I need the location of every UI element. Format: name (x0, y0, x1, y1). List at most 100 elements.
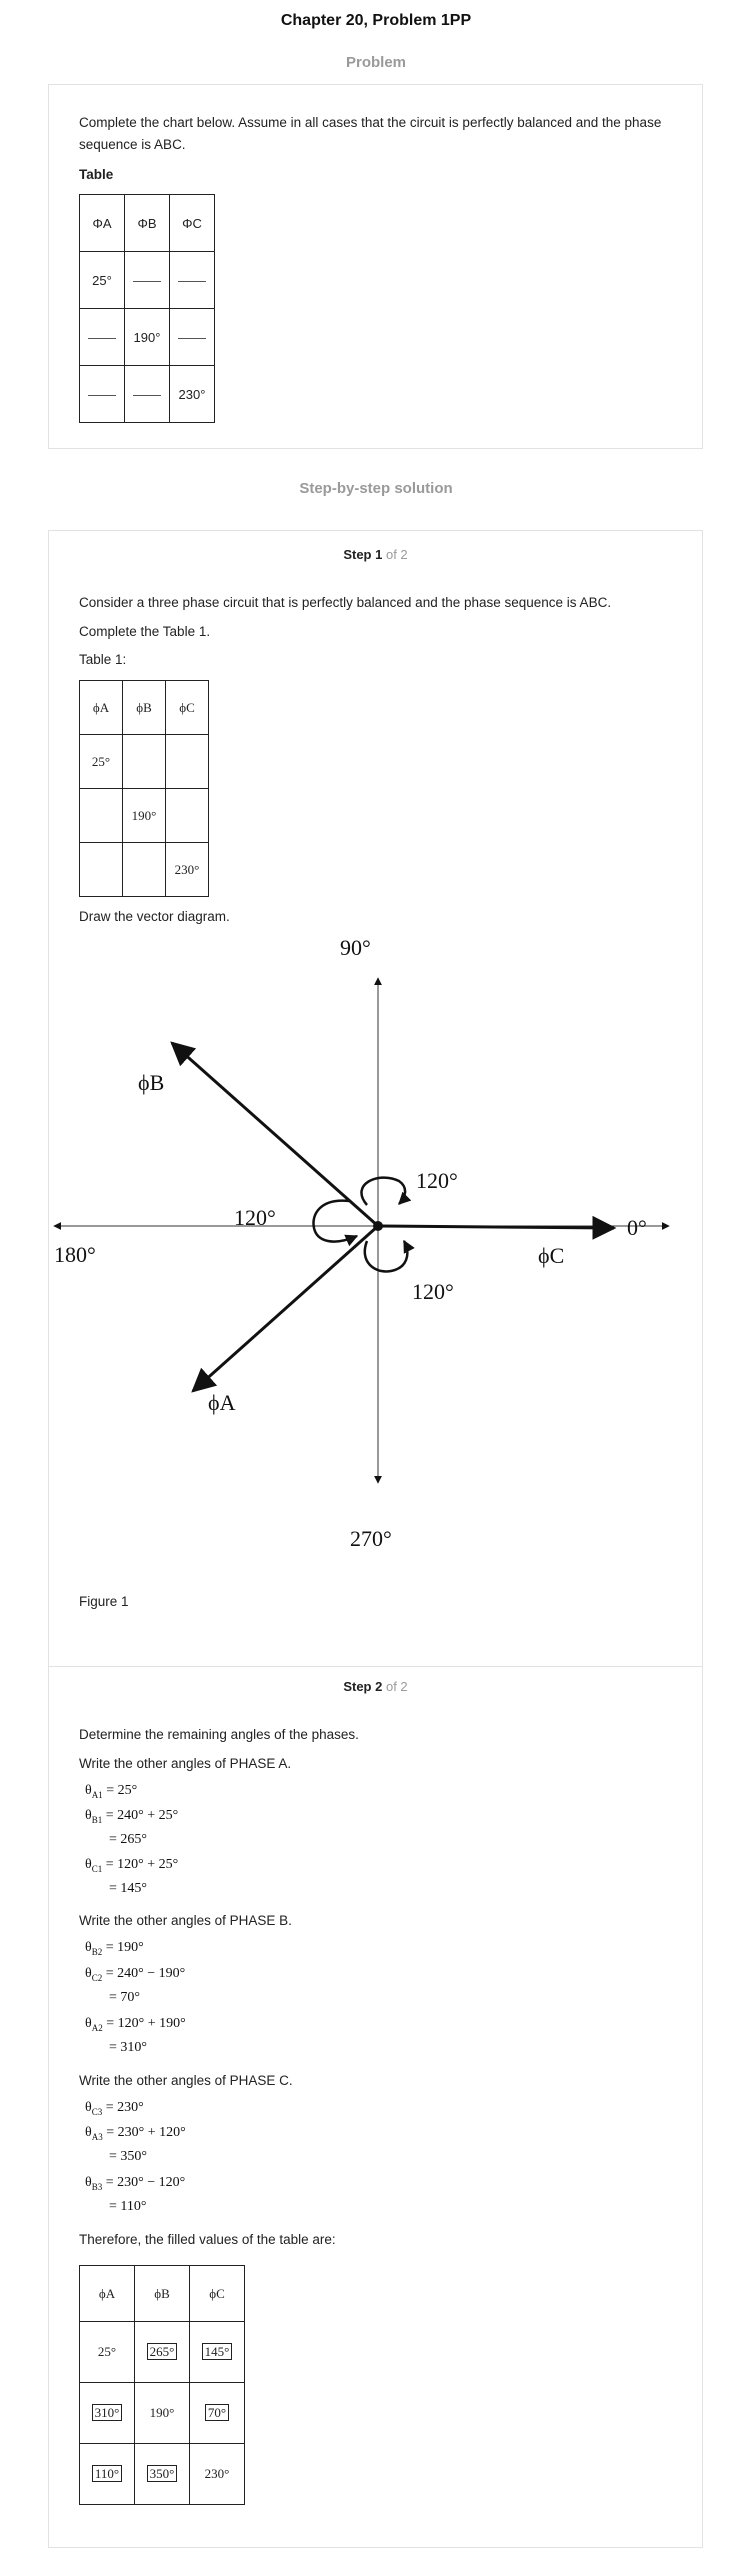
table-cell: 190° (134, 2382, 190, 2444)
table-cell (165, 788, 209, 843)
eq-rhs: = 240° + 25° (105, 1808, 179, 1823)
step-2-paragraph: Write the other angles of PHASE B. (79, 1913, 292, 1928)
label-phase-b: ϕB (138, 1070, 164, 1095)
label-phase-c: ϕC (538, 1243, 564, 1268)
boxed-value: 110° (91, 2465, 123, 2482)
table-row: 310° 190° 70° (79, 2382, 245, 2444)
step-1-paragraph: Draw the vector diagram. (79, 909, 230, 924)
table-row: 25° (79, 734, 209, 789)
eq-subscript: A1 (91, 1789, 103, 1800)
eq-symbol: θ (85, 2125, 92, 2140)
eq-rhs: = 230° + 120° (106, 2125, 186, 2140)
label-angle-bottom: 120° (412, 1279, 454, 1304)
table-header: ϕB (134, 2265, 190, 2322)
eq-symbol: θ (85, 1808, 92, 1823)
boxed-value: 70° (204, 2404, 230, 2421)
table-header-row: ϕA ϕB ϕC (79, 2265, 245, 2322)
eq-rhs: = 120° + 25° (105, 1857, 179, 1872)
equation-line: θB2 = 190° (85, 1940, 144, 1957)
table-row: 190° (79, 788, 209, 843)
dash-mark (133, 280, 161, 282)
table-cell: 310° (79, 2382, 135, 2444)
eq-symbol: θ (85, 1966, 92, 1981)
eq-symbol: θ (85, 2175, 92, 2190)
angle-arc-top (360, 1176, 412, 1206)
table-cell: 110° (79, 2443, 135, 2505)
equation-line: = 350° (109, 2149, 147, 2164)
eq-symbol: θ (85, 1783, 92, 1798)
eq-subscript: C3 (91, 2106, 103, 2117)
label-270: 270° (350, 1526, 392, 1551)
eq-subscript: C2 (91, 1972, 103, 1983)
eq-subscript: B3 (91, 2181, 103, 2192)
equation-line: θA3 = 230° + 120° (85, 2125, 186, 2142)
solution-card: Step 1 of 2 Consider a three phase circu… (48, 530, 703, 2548)
table-cell (124, 365, 170, 423)
table-cell (122, 842, 166, 897)
table-header: ΦA (79, 194, 125, 252)
eq-symbol: θ (85, 1857, 92, 1872)
step-2-paragraph: Therefore, the filled values of the tabl… (79, 2232, 336, 2247)
equation-line: = 265° (109, 1832, 147, 1847)
boxed-value: 145° (201, 2343, 233, 2360)
table-cell: 25° (79, 2321, 135, 2383)
equation-line: θC1 = 120° + 25° (85, 1857, 178, 1874)
eq-symbol: θ (85, 1940, 92, 1955)
eq-rhs: = 190° (105, 1940, 144, 1955)
solution-heading: Step-by-step solution (299, 480, 453, 497)
table-cell (169, 308, 215, 366)
equation-line: θB1 = 240° + 25° (85, 1808, 178, 1825)
origin-point (373, 1221, 383, 1231)
dash-mark (88, 337, 116, 339)
eq-subscript: B2 (91, 1946, 103, 1957)
eq-rhs: = 230° − 120° (105, 2175, 186, 2190)
table-cell: 70° (189, 2382, 245, 2444)
table-header: ΦB (124, 194, 170, 252)
table-header-row: ϕA ϕB ϕC (79, 680, 209, 735)
boxed-value: 350° (146, 2465, 178, 2482)
table-cell (79, 308, 125, 366)
equation-line: = 145° (109, 1881, 147, 1896)
equation-line: θB3 = 230° − 120° (85, 2175, 185, 2192)
eq-subscript: C1 (91, 1863, 103, 1874)
angle-arc-left (312, 1199, 359, 1247)
label-angle-left: 120° (234, 1205, 276, 1230)
table-cell (169, 251, 215, 309)
dash-mark (88, 394, 116, 396)
label-phase-a: ϕA (208, 1390, 236, 1415)
step-1-header: Step 1 of 2 (49, 547, 702, 562)
eq-symbol: θ (85, 2016, 92, 2031)
table-row: 110° 350° 230° (79, 2443, 245, 2505)
phase-c-vector (377, 1215, 617, 1240)
eq-rhs: = 120° + 190° (106, 2016, 186, 2031)
table-row: 25° (79, 251, 215, 309)
problem-text: Complete the chart below. Assume in all … (79, 115, 662, 152)
angle-arc-bottom (363, 1239, 415, 1273)
boxed-value: 310° (91, 2404, 123, 2421)
label-0: 0° (627, 1215, 647, 1240)
problem-table: ΦA ΦB ΦC 25° 190° 230° (79, 194, 215, 423)
eq-rhs: = 25° (106, 1783, 138, 1798)
equation-line: θA1 = 25° (85, 1783, 137, 1800)
eq-rhs: = 240° − 190° (105, 1966, 186, 1981)
table-cell (165, 734, 209, 789)
equation-line: θC3 = 230° (85, 2100, 144, 2117)
eq-subscript: A3 (91, 2131, 103, 2142)
table-row: 230° (79, 365, 215, 423)
label-angle-top: 120° (416, 1168, 458, 1193)
step-divider (49, 1666, 702, 1667)
problem-heading: Problem (345, 54, 406, 71)
table-1-label: Table 1: (79, 652, 127, 667)
table-header: ϕB (122, 680, 166, 735)
vector-diagram: 90° 270° 180° 0° ϕB ϕA ϕC 120° 120° 120° (53, 936, 670, 1551)
eq-rhs: = 230° (105, 2100, 144, 2115)
label-180: 180° (54, 1242, 96, 1267)
step-label: Step 1 (343, 547, 383, 562)
step-count: of 2 (385, 547, 408, 562)
table-cell: 350° (134, 2443, 190, 2505)
table-cell: 25° (79, 734, 123, 789)
table-cell (79, 788, 123, 843)
equation-line: θC2 = 240° − 190° (85, 1966, 185, 1983)
equation-line: θA2 = 120° + 190° (85, 2016, 186, 2033)
table-cell: 230° (165, 842, 209, 897)
